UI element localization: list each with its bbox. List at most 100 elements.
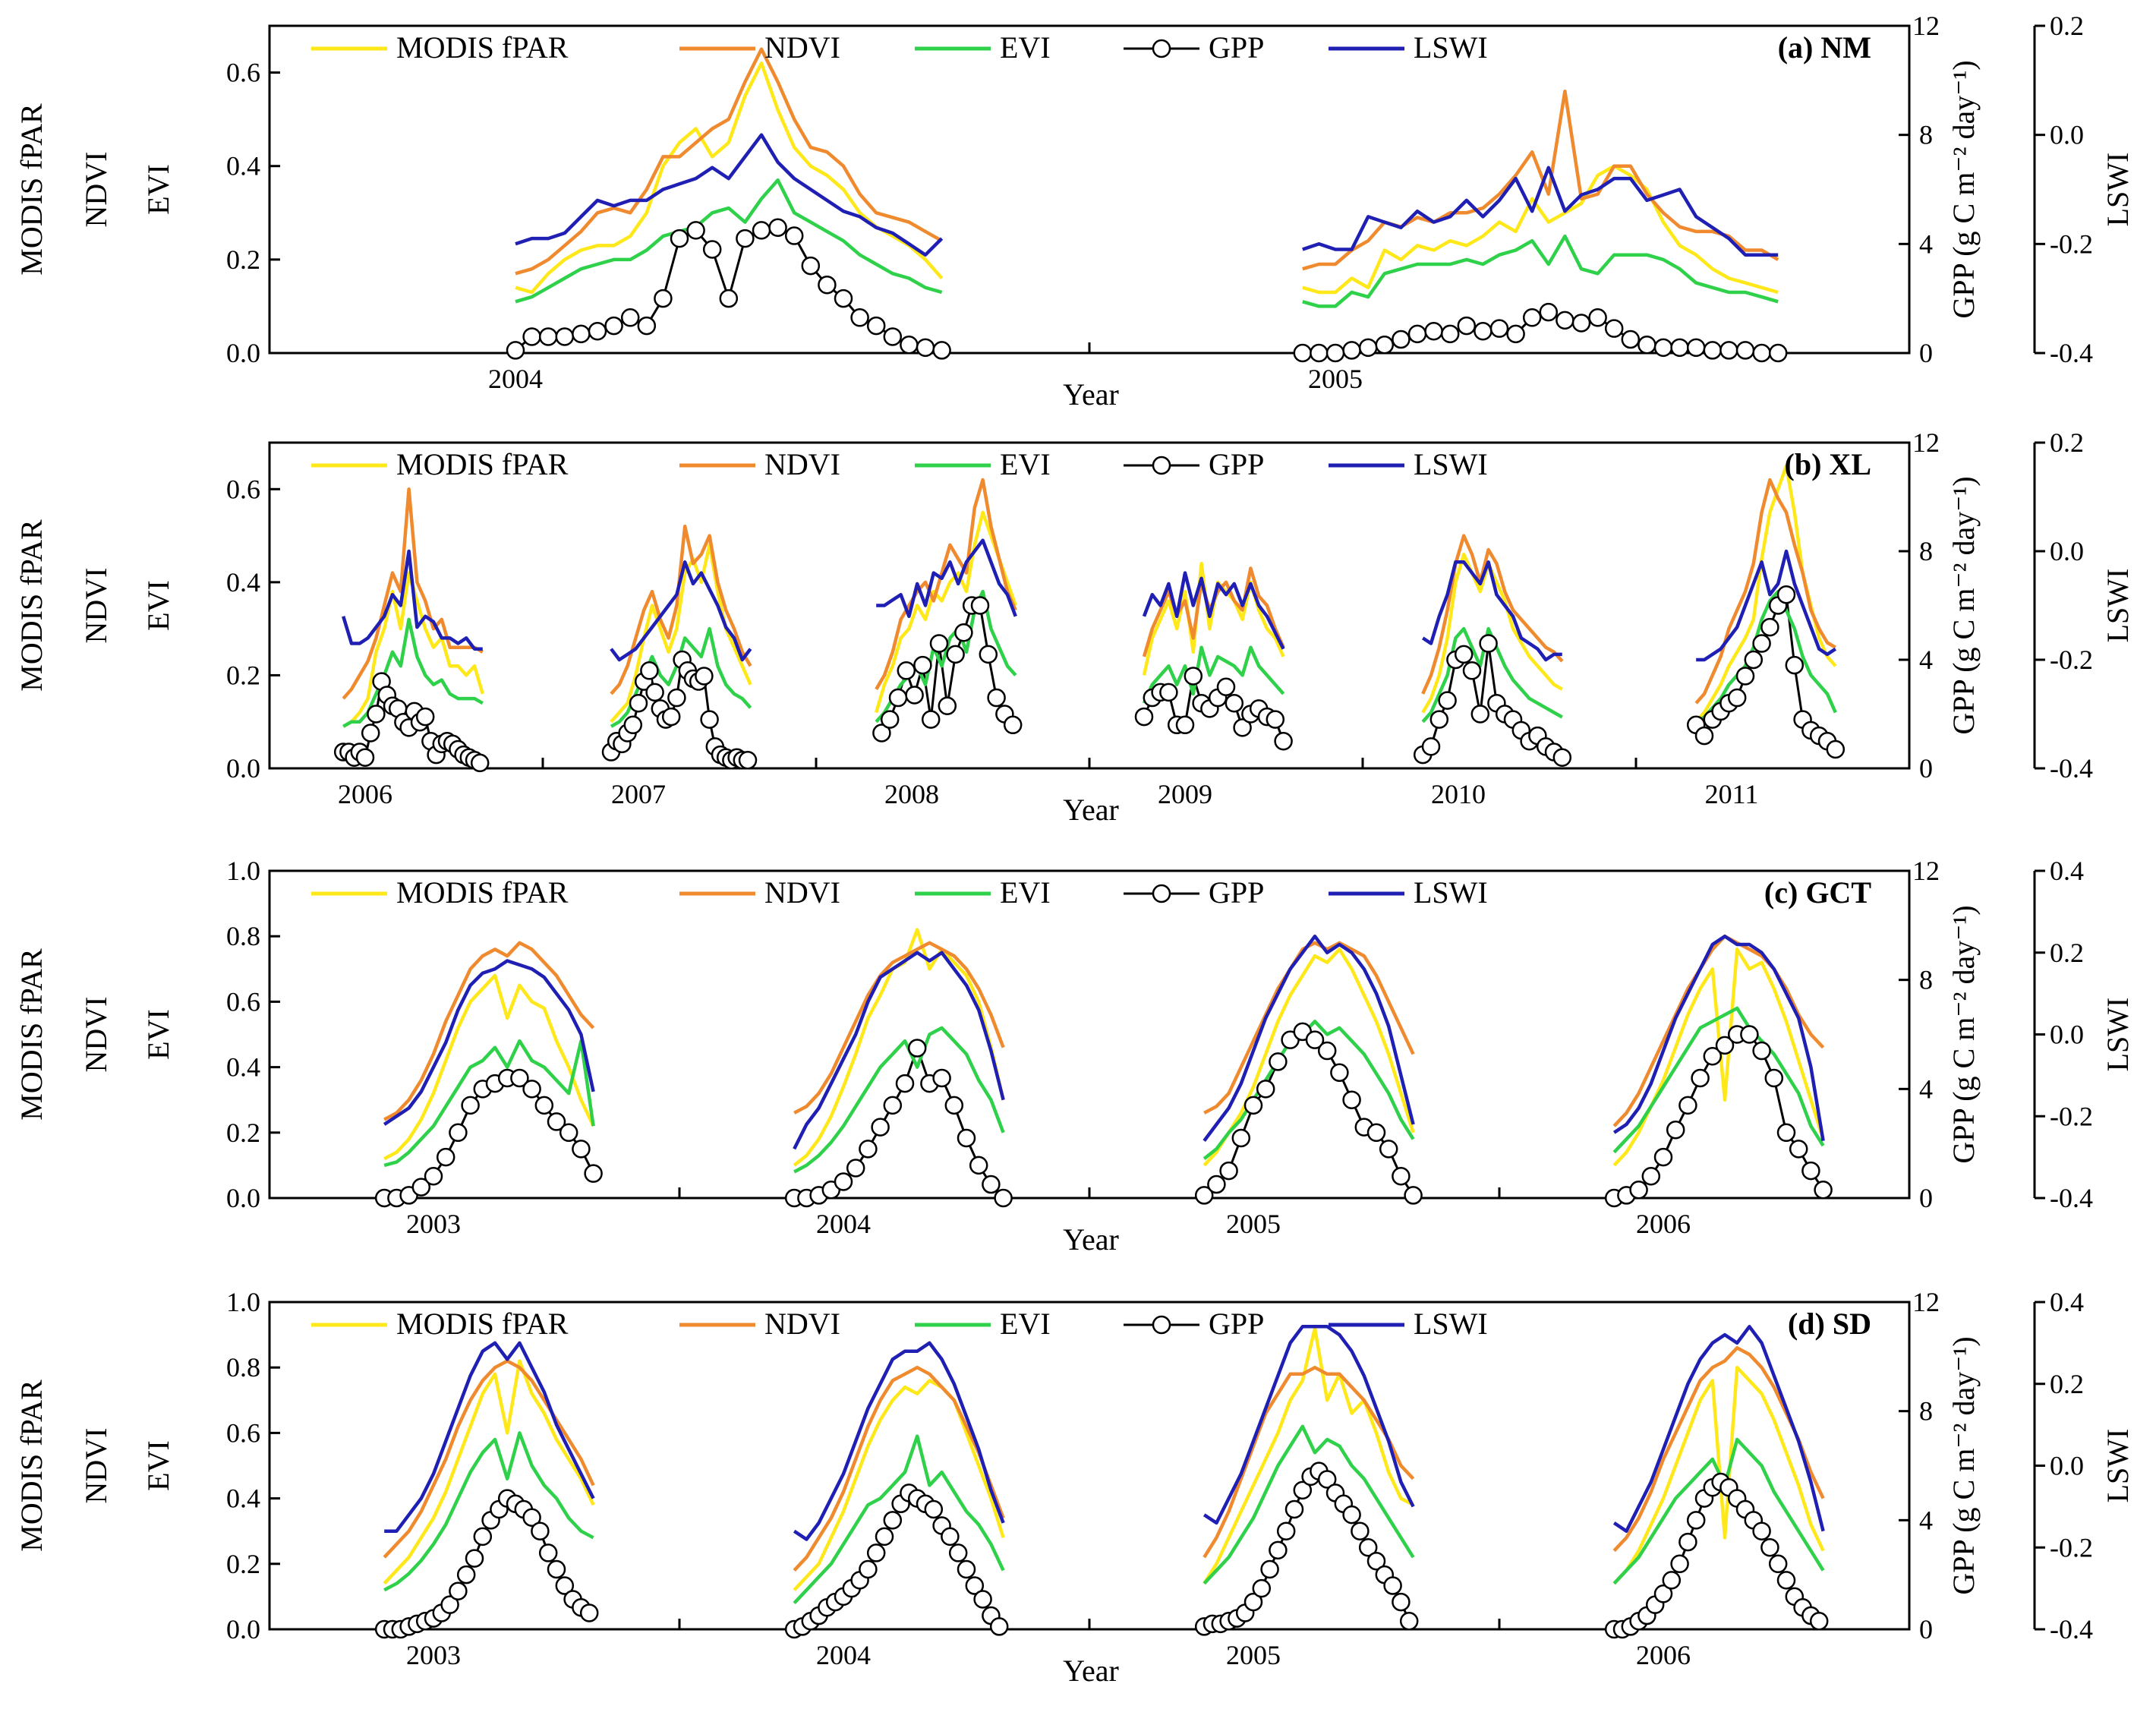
gpp-point [1489,319,1509,338]
panel-label: (d) SD [1788,1307,1871,1341]
gpp-point [1703,341,1723,360]
gpp-point [1216,677,1236,696]
left-tick-label: 0.2 [226,1118,260,1148]
left-tick-label: 0.8 [226,921,260,951]
gpp-point [1506,324,1525,344]
left-tick-label: 1.0 [226,1287,260,1317]
lswi-tick-label: -0.2 [2050,229,2093,259]
gpp-axis-title: GPP (g C m⁻² day⁻¹) [1946,60,1981,318]
legend-evi-label: EVI [1000,447,1051,481]
gpp-point [1522,308,1542,327]
gpp-point [1641,1167,1661,1186]
gpp-point [506,341,525,360]
gpp-point [1588,308,1607,327]
gpp-point [588,322,607,341]
gpp-point [1789,1140,1808,1159]
fpar-series-line [383,973,595,1161]
gpp-tick-label: 8 [1919,120,1933,150]
gpp-point [1479,634,1498,653]
gpp-point [361,724,380,743]
fpar-axis-title: MODIS fPAR [14,103,49,276]
gpp-point [411,1178,431,1197]
year-tick-label: 2011 [1705,779,1759,809]
legend-ndvi-label: NDVI [764,30,840,65]
year-tick-label: 2004 [488,364,543,394]
gpp-point [667,688,686,708]
year-tick-label: 2006 [338,779,392,809]
gpp-point [924,1499,944,1519]
ndvi-series-line [1612,934,1825,1127]
lswi-tick-label: -0.4 [2050,753,2093,784]
legend-fpar-label: MODIS fPAR [396,1307,569,1341]
gpp-point [1678,1096,1697,1115]
gpp-point [1801,1161,1820,1181]
gpp-point [948,1543,968,1562]
fpar-axis-title: MODIS fPAR [14,519,49,692]
legend-ndvi-label: NDVI [764,875,840,910]
gpp-point [661,707,681,727]
left-tick-label: 0.0 [226,753,260,784]
legend-evi-label: EVI [1000,30,1051,65]
left-tick-label: 0.6 [226,986,260,1017]
year-tick-label: 2006 [1636,1209,1691,1239]
gpp-point [907,1039,927,1058]
gpp-point [461,1096,480,1115]
ndvi-series-line [793,941,1005,1115]
ndvi-series-line [875,478,1017,690]
fpar-series-line [1302,164,1779,295]
legend-ndvi-label: NDVI [764,447,840,481]
gpp-point [534,1096,554,1115]
fpar-series-line [1612,1365,1825,1585]
gpp-point [946,645,965,664]
lswi-axis-title: LSWI [2101,1429,2135,1503]
gpp-point [801,256,821,276]
legend-gpp-label: GPP [1209,30,1264,65]
gpp-point [604,316,623,336]
gpp-point [449,1581,468,1600]
gpp-point [629,693,648,713]
gpp-point [1752,634,1771,653]
gpp-point [440,1595,459,1614]
gpp-point [1310,343,1329,363]
evi-series-line [1612,1006,1825,1154]
lswi-series-line [1302,166,1779,257]
gpp-point [415,707,435,727]
gpp-point [1744,650,1764,670]
lswi-tick-label: 0.4 [2050,1287,2084,1317]
gpp-point [1785,655,1805,675]
gpp-point [834,289,853,308]
gpp-point [1366,1123,1386,1143]
gpp-point [1293,1480,1313,1500]
gpp-point [555,1576,575,1595]
evi-series-line [1203,1424,1415,1585]
year-tick-label: 2004 [816,1640,871,1670]
gpp-point [1266,710,1285,729]
ndvi-axis-title: NDVI [79,997,113,1073]
evi-series-line [875,589,1017,724]
gpp-point [1604,319,1624,338]
x-axis-title: Year [1063,1654,1119,1688]
gpp-point [1269,1052,1288,1071]
gpp-point [994,1188,1013,1208]
gpp-point [623,715,643,735]
gpp-point [1219,1161,1238,1181]
gpp-tick-label: 0 [1919,753,1933,784]
gpp-point [522,1508,541,1527]
panel-b: 0.0 0.2 0.4 0.6 0 4 8 12 -0.4 -0.2 0.0 0.2 2006 2007 2… [14,427,2135,827]
evi-axis-title: EVI [141,164,175,215]
gpp-point [888,688,908,708]
gpp-point [1317,1041,1337,1061]
gpp-point [752,221,771,240]
gpp-point [900,335,919,355]
year-tick-label: 2006 [1636,1640,1691,1670]
gpp-point [1243,1592,1263,1612]
gpp-point [1184,667,1203,686]
gpp-tick-label: 12 [1912,427,1940,458]
lswi-series-line [610,560,752,662]
gpp-point [1662,1571,1682,1590]
gpp-tick-label: 12 [1912,1287,1940,1317]
panel-c: 0.0 0.2 0.4 0.6 0.8 1.0 0 4 8 12 -0.4 -0.2 0.0 0.2 0.4… [14,856,2135,1257]
evi-series-line [610,626,752,728]
lswi-series-line [384,1341,595,1533]
lswi-tick-label: -0.4 [2050,1614,2093,1644]
